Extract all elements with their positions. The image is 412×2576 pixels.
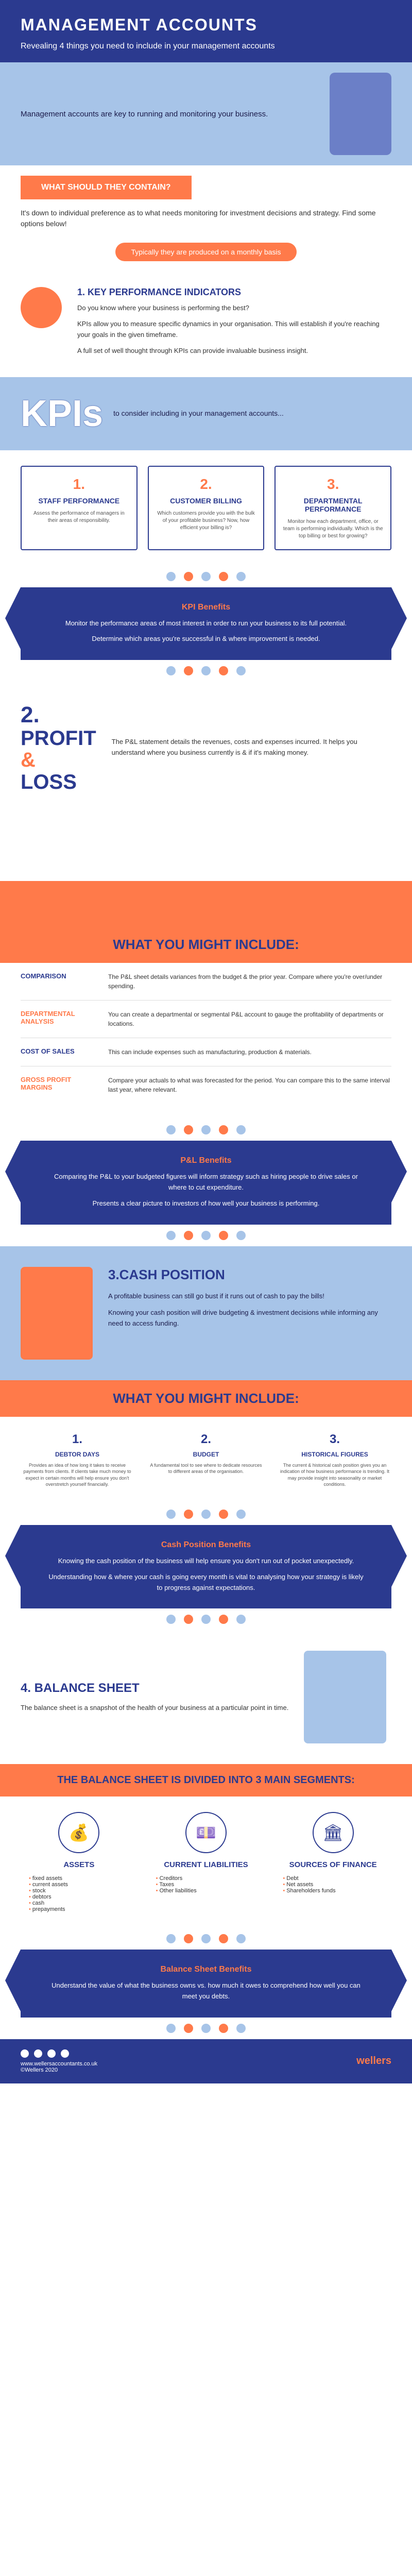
pl-desc: The P&L statement details the revenues, … [112,737,391,758]
balance-section: 4. BALANCE SHEET The balance sheet is a … [0,1630,412,1764]
cash-item: 2.BUDGETA fundamental tool to see where … [149,1432,263,1488]
desk-illustration [0,813,412,926]
kpi-cards: 1.STAFF PERFORMANCEAssess the performanc… [0,450,412,566]
cash-p2: Knowing your cash position will drive bu… [108,1308,391,1329]
cash-benefits: Cash Position Benefits Knowing the cash … [21,1525,391,1608]
pl-benefits: P&L Benefits Comparing the P&L to your b… [21,1141,391,1224]
linkedin-icon[interactable] [47,2049,56,2058]
cash-illustration [21,1267,93,1360]
kpi-benefits-title: KPI Benefits [46,603,366,612]
kpi-intro: 1. KEY PERFORMANCE INDICATORS Do you kno… [0,272,412,377]
segment: 💷CURRENT LIABILITIESCreditorsTaxesOther … [148,1812,265,1912]
kpi-card: 3.DEPARTMENTAL PERFORMANCEMonitor how ea… [274,466,391,550]
cash-p1: A profitable business can still go bust … [108,1291,391,1302]
cash-items: 1.DEBTOR DAYSProvides an idea of how lon… [0,1417,412,1503]
cash-section: 3.CASH POSITION A profitable business ca… [0,1246,412,1380]
cash-title: 3.CASH POSITION [108,1267,391,1283]
dots [0,566,412,587]
dots [0,660,412,682]
kpis-big-sub: to consider including in your management… [113,408,284,419]
pl-benefits-p1: Comparing the P&L to your budgeted figur… [46,1172,366,1193]
footer-url: www.wellersaccountants.co.uk [21,2061,97,2067]
pl-benefits-p2: Presents a clear picture to investors of… [46,1198,366,1209]
include-row: COMPARISONThe P&L sheet details variance… [21,963,391,1001]
contain-section: WHAT SHOULD THEY CONTAIN? It's down to i… [0,165,412,272]
person-illustration [330,73,391,155]
kpi-benefits-p2: Determine which areas you're successful … [46,634,366,645]
intro-text: Management accounts are key to running a… [21,110,319,118]
dots [0,1928,412,1950]
subtitle: Revealing 4 things you need to include i… [21,41,391,52]
kpi-p2: KPIs allow you to measure specific dynam… [77,319,391,341]
balance-desc: The balance sheet is a snapshot of the h… [21,1703,288,1714]
contain-banner: WHAT SHOULD THEY CONTAIN? [21,176,192,199]
dots [0,1225,412,1246]
footer: www.wellersaccountants.co.uk ©Wellers 20… [0,2039,412,2083]
include-header: WHAT YOU MIGHT INCLUDE: [0,926,412,963]
pl-include-table: COMPARISONThe P&L sheet details variance… [0,963,412,1119]
cash-benefits-title: Cash Position Benefits [46,1540,366,1550]
kpis-big-title: KPIs [21,393,103,435]
kpi-heading: 1. KEY PERFORMANCE INDICATORS [77,287,391,298]
instagram-icon[interactable] [61,2049,69,2058]
facebook-icon[interactable] [21,2049,29,2058]
dots [0,1119,412,1141]
balance-benefits-title: Balance Sheet Benefits [46,1965,366,1974]
pl-benefits-title: P&L Benefits [46,1156,366,1165]
logo: wellers [356,2055,391,2067]
include-row: COST OF SALESThis can include expenses s… [21,1038,391,1066]
kpi-benefits-p1: Monitor the performance areas of most in… [46,618,366,629]
balance-illustration [304,1651,386,1743]
segment: 🏛SOURCES OF FINANCEDebtNet assetsShareho… [274,1812,391,1912]
balance-benefits: Balance Sheet Benefits Understand the va… [21,1950,391,2018]
segments: 💰ASSETSfixed assetscurrent assetsstockde… [0,1797,412,1928]
cash-item: 3.HISTORICAL FIGURESThe current & histor… [278,1432,391,1488]
frequency-pill: Typically they are produced on a monthly… [115,243,296,261]
twitter-icon[interactable] [34,2049,42,2058]
header: MANAGEMENT ACCOUNTS Revealing 4 things y… [0,0,412,62]
social-icons [21,2049,97,2058]
dots [0,2018,412,2039]
target-icon [21,287,62,328]
include-row: GROSS PROFIT MARGINSCompare your actuals… [21,1066,391,1104]
footer-copyright: ©Wellers 2020 [21,2067,97,2073]
intro-section: Management accounts are key to running a… [0,62,412,165]
main-title: MANAGEMENT ACCOUNTS [21,15,391,35]
kpi-benefits: KPI Benefits Monitor the performance are… [21,587,391,660]
balance-benefits-p1: Understand the value of what the busines… [46,1980,366,2002]
segment-icon: 💷 [185,1812,227,1853]
include-row: DEPARTMENTAL ANALYSISYou can create a de… [21,1001,391,1038]
cash-item: 1.DEBTOR DAYSProvides an idea of how lon… [21,1432,134,1488]
kpi-p3: A full set of well thought through KPIs … [77,346,391,357]
dots [0,1503,412,1525]
kpi-card: 1.STAFF PERFORMANCEAssess the performanc… [21,466,138,550]
kpi-card: 2.CUSTOMER BILLINGWhich customers provid… [148,466,265,550]
cash-benefits-p2: Understanding how & where your cash is g… [46,1572,366,1594]
pl-title: 2. PROFIT & LOSS [21,702,96,792]
segment: 💰ASSETSfixed assetscurrent assetsstockde… [21,1812,138,1912]
balance-title: 4. BALANCE SHEET [21,1681,288,1696]
kpis-banner: KPIs to consider including in your manag… [0,377,412,450]
segments-header: THE BALANCE SHEET IS DIVIDED INTO 3 MAIN… [0,1764,412,1797]
pl-section: 2. PROFIT & LOSS The P&L statement detai… [0,682,412,813]
segment-icon: 💰 [58,1812,99,1853]
dots [0,1608,412,1630]
kpi-p1: Do you know where your business is perfo… [77,303,391,314]
cash-benefits-p1: Knowing the cash position of the busines… [46,1556,366,1567]
include-header-2: WHAT YOU MIGHT INCLUDE: [0,1380,412,1417]
segment-icon: 🏛 [313,1812,354,1853]
contain-text: It's down to individual preference as to… [21,208,391,229]
